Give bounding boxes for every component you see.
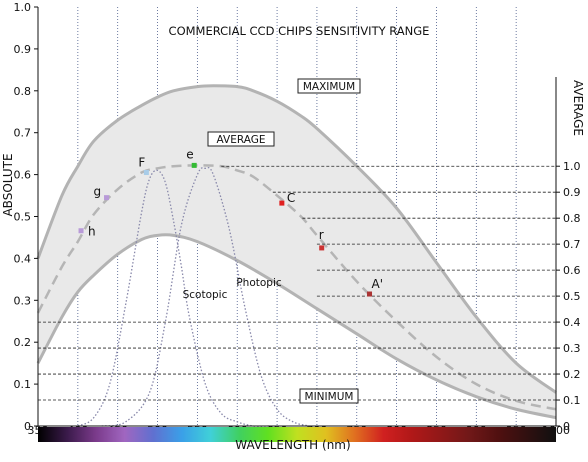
right-tick-label-0.8: 0.8 [563, 212, 581, 225]
scotopic-label: Scotopic [183, 289, 228, 301]
right-tick-label-0.6: 0.6 [563, 264, 581, 277]
spectral-point-h [78, 228, 84, 234]
spectral-label-g: g [94, 185, 102, 199]
average-curve [36, 164, 557, 411]
left-tick-label-0.6: 0.6 [14, 169, 32, 182]
spectral-point-F [143, 170, 149, 176]
minimum-curve [36, 233, 557, 420]
spectral-lines: h g Fe Cr A' [78, 147, 384, 297]
maximum-curve [36, 84, 557, 394]
left-tick-label-0.4: 0.4 [14, 252, 32, 265]
photopic-curve [101, 166, 310, 427]
right-tick-label-1.0: 1.0 [563, 160, 581, 173]
left-tick-label-0.2: 0.2 [14, 336, 32, 349]
scotopic-curve [77, 169, 270, 427]
minimum-label: MINIMUM [305, 391, 354, 403]
spectral-label-F: F [138, 156, 145, 170]
spectral-label-C: C [287, 191, 295, 205]
spectrum-gradient-bar [38, 427, 556, 442]
spectral-label-h: h [88, 225, 96, 239]
left-axis-title: ABSOLUTE [1, 153, 15, 216]
maximum-label: MAXIMUM [303, 81, 355, 93]
left-tick-label-0.1: 0.1 [14, 378, 32, 391]
left-tick-label-0.8: 0.8 [14, 85, 32, 98]
average-guide-lines [38, 165, 556, 401]
right-tick-label-0.2: 0.2 [563, 368, 581, 381]
right-tick-label-0.9: 0.9 [563, 186, 581, 199]
spectral-label-r: r [319, 228, 324, 242]
sensitivity-range-band [38, 85, 556, 418]
spectral-point-A' [367, 291, 373, 297]
grid [77, 7, 517, 426]
average-label-box [207, 131, 275, 147]
chart-title: COMMERCIAL CCD CHIPS SENSITIVITY RANGE [169, 24, 430, 38]
right-tick-label-0.7: 0.7 [563, 238, 581, 251]
right-tick-label-0.4: 0.4 [563, 316, 581, 329]
left-tick-label-0.3: 0.3 [14, 294, 32, 307]
spectral-point-r [319, 245, 325, 251]
spectral-point-e [191, 162, 197, 168]
x-axis-title: WAVELENGTH (nm) [235, 438, 350, 452]
maximum-label-box [297, 78, 361, 94]
left-tick-label-1.0: 1.0 [14, 1, 32, 14]
right-tick-label-0: 0 [563, 420, 570, 433]
minimum-label-box [299, 388, 359, 404]
spectral-point-g [104, 195, 110, 201]
left-tick-label-0.5: 0.5 [14, 211, 32, 224]
left-tick-label-0.9: 0.9 [14, 43, 32, 56]
average-label: AVERAGE [217, 134, 266, 146]
right-axis-title: AVERAGE [571, 80, 585, 136]
photopic-label: Photopic [236, 277, 282, 289]
right-tick-label-0.3: 0.3 [563, 342, 581, 355]
spectrum-bar [38, 427, 556, 442]
spectral-label-A': A' [372, 277, 384, 291]
left-tick-label-0.7: 0.7 [14, 127, 32, 140]
right-tick-label-0.1: 0.1 [563, 394, 581, 407]
spectral-point-C [279, 200, 285, 206]
left-tick-label-0: 0 [24, 420, 31, 433]
spectral-label-e: e [186, 147, 193, 161]
right-tick-label-0.5: 0.5 [563, 290, 581, 303]
